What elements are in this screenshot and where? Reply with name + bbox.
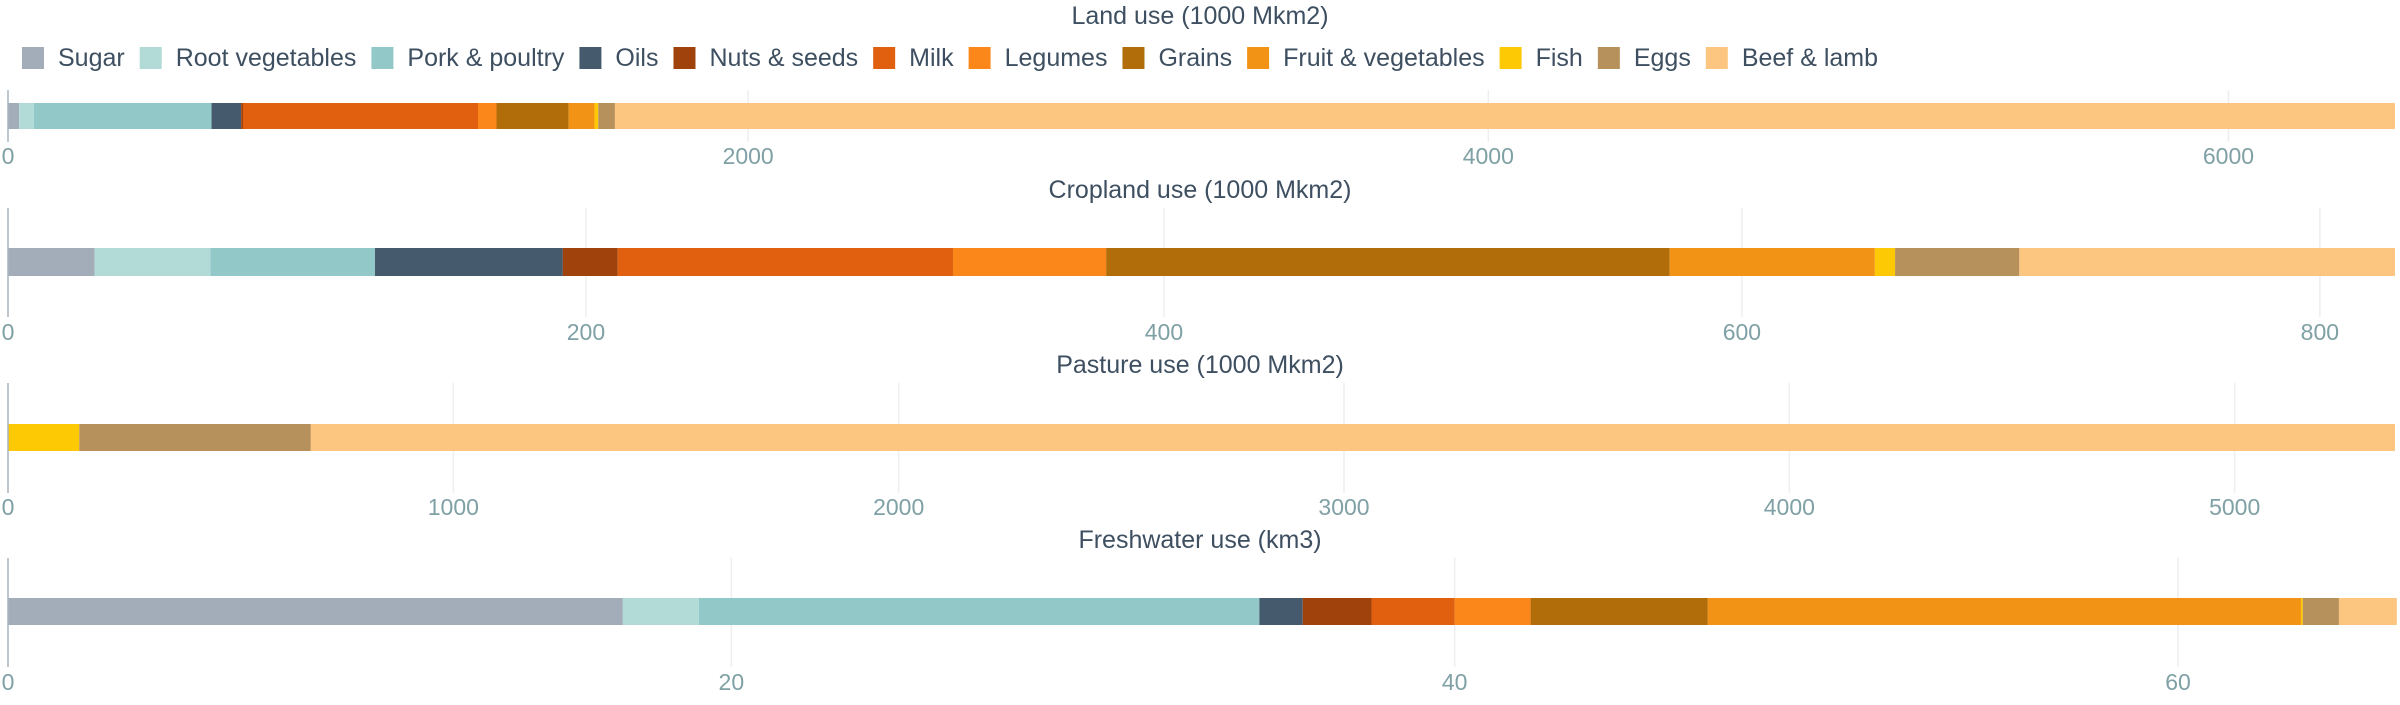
bar-segment-freshwater-use-pork-poultry (698, 598, 1260, 625)
tick-label-cropland-use: 600 (1723, 319, 1761, 345)
tick-label-pasture-use: 5000 (2209, 494, 2260, 520)
legend-swatch-nuts-seeds (673, 47, 696, 69)
legend-swatch-grains (1122, 47, 1145, 69)
bar-segment-freshwater-use-root-vegetables (622, 598, 699, 625)
tick-label-land-use: 4000 (1463, 143, 1514, 169)
tick-label-freshwater-use: 40 (1442, 669, 1468, 695)
bar-segment-freshwater-use-fish (2300, 598, 2303, 625)
legend-swatch-fish (1499, 47, 1522, 69)
legend-label-legumes: Legumes (1005, 44, 1108, 72)
bar-segment-freshwater-use-fruit-vegetables (1707, 598, 2301, 625)
panel-title-pasture-use: Pasture use (1000 Mkm2) (1056, 351, 1344, 379)
bar-segment-freshwater-use-grains (1530, 598, 1708, 625)
bar-segment-cropland-use-nuts-seeds (562, 248, 618, 276)
bar-segment-cropland-use-oils (375, 248, 563, 276)
bar-segment-land-use-legumes (477, 103, 497, 129)
bar-segment-cropland-use-eggs (1895, 248, 2020, 276)
legend-label-milk: Milk (909, 44, 954, 72)
tick-label-land-use: 2000 (723, 143, 774, 169)
tick-label-pasture-use: 3000 (1318, 494, 1369, 520)
tick-label-pasture-use: 2000 (873, 494, 924, 520)
tick-label-land-use: 6000 (2203, 143, 2254, 169)
legend-label-nuts-seeds: Nuts & seeds (709, 44, 858, 72)
legend-swatch-root-vegetables (139, 47, 162, 69)
bar-segment-land-use-grains (496, 103, 569, 129)
legend-label-grains: Grains (1158, 44, 1232, 72)
tick-label-cropland-use: 0 (2, 319, 15, 345)
bar-segment-cropland-use-pork-poultry (210, 248, 376, 276)
tick-label-pasture-use: 0 (2, 494, 15, 520)
tick-label-cropland-use: 200 (567, 319, 605, 345)
tick-label-land-use: 0 (2, 143, 15, 169)
legend-swatch-beef-lamb (1705, 47, 1728, 69)
legend-label-pork-poultry: Pork & poultry (407, 44, 565, 72)
legend-swatch-milk (873, 47, 896, 69)
tick-label-pasture-use: 4000 (1764, 494, 1815, 520)
bar-segment-land-use-oils (211, 103, 242, 129)
bar-segment-land-use-beef-lamb (614, 103, 2395, 129)
panel-title-land-use: Land use (1000 Mkm2) (1071, 2, 1328, 30)
legend-label-root-vegetables: Root vegetables (176, 44, 357, 72)
bar-segment-cropland-use-grains (1106, 248, 1670, 276)
bar-segment-land-use-fruit-vegetables (568, 103, 595, 129)
tick-label-cropland-use: 400 (1145, 319, 1183, 345)
legend-label-eggs: Eggs (1634, 44, 1691, 72)
legend-label-fish: Fish (1536, 44, 1583, 72)
bar-segment-cropland-use-milk (617, 248, 953, 276)
bar-segment-freshwater-use-oils (1259, 598, 1303, 625)
tick-label-cropland-use: 800 (2301, 319, 2339, 345)
tick-label-pasture-use: 1000 (428, 494, 479, 520)
bar-segment-land-use-eggs (598, 103, 615, 129)
bar-segment-freshwater-use-milk (1371, 598, 1455, 625)
bar-segment-cropland-use-fruit-vegetables (1669, 248, 1875, 276)
bar-segment-cropland-use-fish (1874, 248, 1896, 276)
bar-segment-pasture-use-beef-lamb (310, 424, 2395, 451)
bar-segment-cropland-use-root-vegetables (94, 248, 211, 276)
bar-segment-land-use-sugar (8, 103, 20, 129)
bar-segment-freshwater-use-legumes (1454, 598, 1531, 625)
tick-label-freshwater-use: 60 (2165, 669, 2191, 695)
bar-segment-cropland-use-beef-lamb (2019, 248, 2395, 276)
bar-segment-land-use-nuts-seeds (241, 103, 243, 129)
bar-segment-freshwater-use-sugar (8, 598, 623, 625)
bar-segment-land-use-fish (594, 103, 599, 129)
bar-segment-pasture-use-fish (8, 424, 80, 451)
bar-segment-cropland-use-legumes (952, 248, 1107, 276)
legend-swatch-oils (579, 47, 602, 69)
bar-segment-freshwater-use-eggs (2302, 598, 2339, 625)
tick-label-freshwater-use: 0 (2, 669, 15, 695)
bar-segment-land-use-milk (242, 103, 478, 129)
bar-segment-cropland-use-sugar (8, 248, 95, 276)
legend-swatch-eggs (1597, 47, 1620, 69)
legend-swatch-sugar (22, 47, 44, 69)
legend-swatch-legumes (968, 47, 991, 69)
panel-title-freshwater-use: Freshwater use (km3) (1078, 526, 1321, 554)
legend-label-fruit-vegetables: Fruit & vegetables (1283, 44, 1485, 72)
legend-swatch-pork-poultry (371, 47, 394, 69)
legend-label-oils: Oils (615, 44, 658, 72)
bar-segment-pasture-use-eggs (79, 424, 311, 451)
bar-segment-freshwater-use-beef-lamb (2338, 598, 2397, 625)
legend-label-sugar: Sugar (58, 44, 125, 72)
tick-label-freshwater-use: 20 (719, 669, 745, 695)
panel-title-cropland-use: Cropland use (1000 Mkm2) (1049, 176, 1352, 204)
bar-segment-land-use-pork-poultry (33, 103, 212, 129)
legend-swatch-fruit-vegetables (1247, 47, 1270, 69)
legend-label-beef-lamb: Beef & lamb (1742, 44, 1878, 72)
bar-segment-freshwater-use-nuts-seeds (1302, 598, 1372, 625)
bar-segment-land-use-root-vegetables (19, 103, 34, 129)
